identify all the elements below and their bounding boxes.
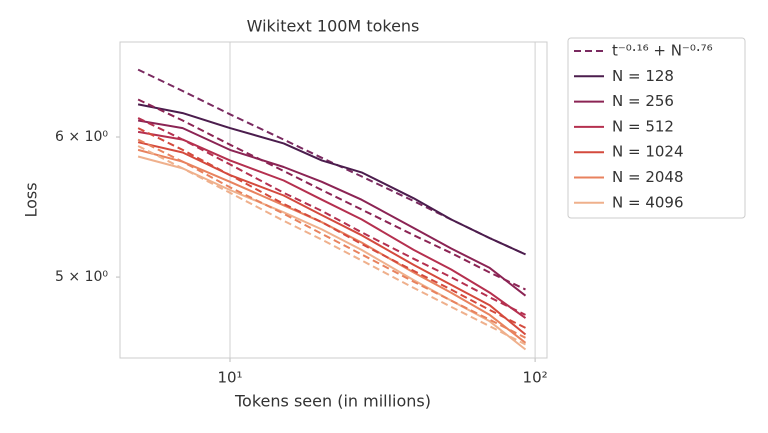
fit-line <box>137 127 526 329</box>
y-axis-label: Loss <box>22 182 41 217</box>
data-line <box>137 155 527 351</box>
y-tick-label: 5 × 10⁰ <box>55 269 108 285</box>
data-line <box>137 119 527 297</box>
data-line <box>137 148 527 344</box>
chart-title: Wikitext 100M tokens <box>247 17 420 36</box>
x-tick-label: 10¹ <box>217 369 242 387</box>
legend-label: t⁻⁰·¹⁶ + N⁻⁰·⁷⁶ <box>612 42 713 60</box>
data-line <box>137 141 527 336</box>
y-tick-label: 6 × 10⁰ <box>55 129 108 145</box>
legend-box <box>567 37 746 219</box>
data-line <box>137 103 526 256</box>
legend-label: N = 2048 <box>612 168 684 186</box>
legend-label: N = 512 <box>612 117 674 135</box>
legend-label: N = 1024 <box>612 143 684 161</box>
x-axis-label: Tokens seen (in millions) <box>234 392 431 411</box>
legend-label: N = 128 <box>612 67 674 85</box>
fit-line <box>137 98 526 291</box>
plot-frame <box>119 41 548 359</box>
data-line <box>137 130 527 319</box>
x-tick-label: 10² <box>523 369 548 387</box>
legend-label: N = 4096 <box>612 193 684 211</box>
legend-label: N = 256 <box>612 92 674 110</box>
